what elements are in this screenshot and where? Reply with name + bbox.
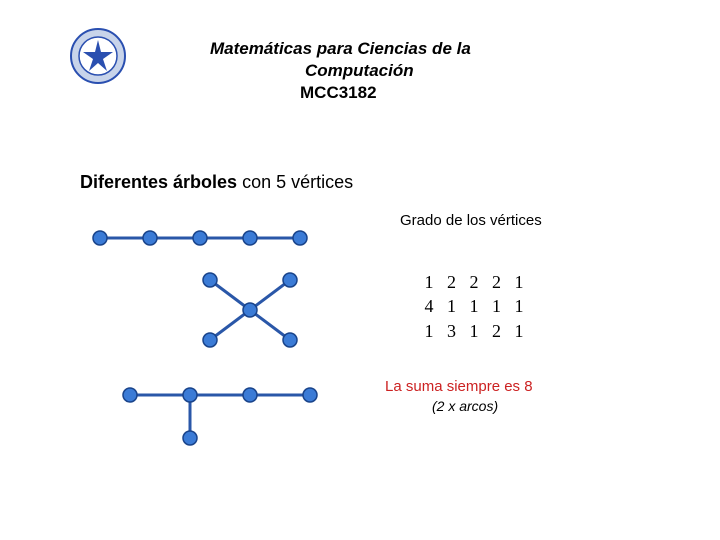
graph-node: [303, 388, 317, 402]
graph-node: [203, 273, 217, 287]
heading-bold: Diferentes árboles: [80, 172, 237, 192]
graph-node: [143, 231, 157, 245]
graph-node: [283, 273, 297, 287]
sum-caption: La suma siempre es 8: [385, 378, 533, 395]
degree-row: 1 3 1 2 1: [420, 319, 528, 343]
graph-node: [203, 333, 217, 347]
course-code: MCC3182: [210, 82, 520, 104]
graph-node: [183, 388, 197, 402]
graph-node: [193, 231, 207, 245]
title-line-2: Computación: [210, 60, 520, 82]
graph-node: [243, 303, 257, 317]
graph-node: [283, 333, 297, 347]
course-title-block: Matemáticas para Ciencias de la Computac…: [210, 38, 520, 104]
graph-node: [183, 431, 197, 445]
heading-rest: con 5 vértices: [237, 172, 353, 192]
degree-row: 1 2 2 2 1: [420, 270, 528, 294]
graph-node: [123, 388, 137, 402]
arc-formula: (2 x arcos): [432, 398, 498, 414]
degree-row: 4 1 1 1 1: [420, 294, 528, 318]
graph-node: [243, 388, 257, 402]
graph-node: [293, 231, 307, 245]
degree-sequences: 1 2 2 2 1 4 1 1 1 1 1 3 1 2 1: [420, 270, 528, 343]
graph-node: [243, 231, 257, 245]
section-heading: Diferentes árboles con 5 vértices: [80, 172, 353, 193]
graph-node: [93, 231, 107, 245]
title-line-1: Matemáticas para Ciencias de la: [210, 38, 520, 60]
university-logo: [70, 28, 126, 89]
trees-diagram: [80, 200, 340, 460]
degree-subheading: Grado de los vértices: [400, 212, 542, 229]
